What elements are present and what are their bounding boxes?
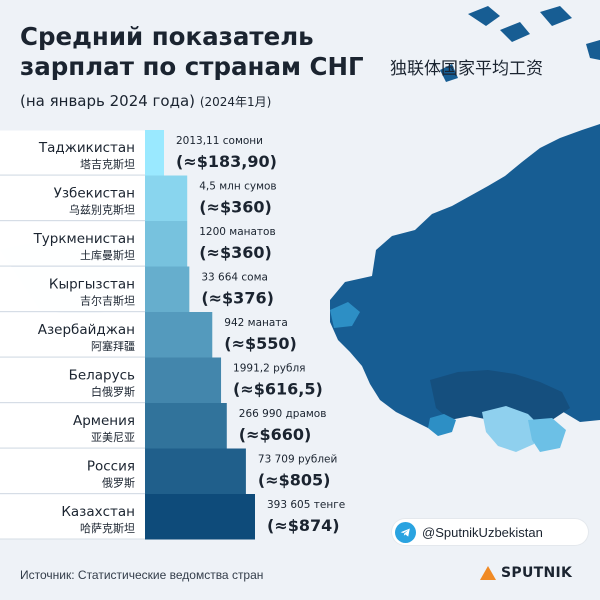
category-label-box [0, 494, 145, 539]
local-amount-label: 73 709 рублей [258, 454, 337, 466]
usd-value-label: (≈$550) [224, 334, 297, 353]
category-label-zh: 俄罗斯 [102, 477, 135, 490]
category-label: Таджикистан [38, 140, 135, 156]
category-label: Азербайджан [38, 322, 135, 338]
map-central-asia [482, 406, 540, 452]
local-amount-label: 393 605 тенге [267, 499, 345, 511]
category-label-box [0, 358, 145, 403]
map-island-4 [440, 64, 458, 82]
map-island-1 [468, 6, 500, 26]
map-island-3 [540, 6, 572, 26]
source-note: Источник: Статистические ведомства стран [20, 568, 264, 582]
map-central-asia-2 [528, 418, 566, 452]
category-label: Беларусь [69, 368, 135, 384]
category-label-zh: 乌兹别克斯坦 [69, 203, 135, 217]
category-label-box [0, 449, 145, 494]
category-label-box [0, 403, 145, 448]
bar [145, 266, 190, 312]
map-russia [330, 124, 600, 428]
map-belarus [330, 302, 360, 328]
subtitle: (на январь 2024 года) (2024年1月) [20, 92, 271, 110]
telegram-icon [395, 521, 416, 543]
bar [145, 130, 164, 176]
usd-value-label: (≈$360) [199, 243, 272, 262]
usd-value-label: (≈$360) [199, 198, 272, 217]
social-handle: @SputnikUzbekistan [422, 524, 543, 540]
category-label-box [0, 130, 145, 175]
bar [145, 357, 222, 403]
local-amount-label: 2013,11 сомони [176, 135, 263, 147]
category-label: Казахстан [61, 504, 135, 520]
usd-value-label: (≈$805) [258, 471, 331, 490]
category-label-box [0, 312, 145, 357]
map-kazakhstan [430, 370, 570, 424]
bar [145, 175, 188, 221]
bar [145, 403, 227, 449]
local-amount-label: 1991,2 рубля [233, 363, 305, 375]
category-label-zh: 塔吉克斯坦 [80, 157, 135, 171]
category-label-zh: 哈萨克斯坦 [80, 521, 135, 535]
local-amount-label: 4,5 млн сумов [199, 181, 276, 193]
title-line-1: Средний показатель [20, 22, 314, 51]
local-amount-label: 942 маната [224, 317, 288, 329]
bar [145, 448, 246, 494]
category-label-zh: 土库曼斯坦 [80, 248, 135, 262]
category-label-box [0, 221, 145, 266]
category-label-zh: 吉尔吉斯坦 [80, 294, 135, 308]
category-label-box [0, 267, 145, 312]
brand-name: SPUTNIK [501, 565, 573, 581]
title-chinese: 独联体国家平均工资 [390, 59, 543, 79]
bar [145, 312, 213, 358]
subtitle-zh: (2024年1月) [199, 95, 272, 109]
category-label: Узбекистан [54, 186, 135, 202]
local-amount-label: 33 664 сома [201, 272, 268, 284]
category-label-zh: 阿塞拜疆 [91, 339, 135, 353]
bar [145, 221, 188, 267]
category-label-zh: 白俄罗斯 [91, 385, 135, 399]
usd-value-label: (≈$616,5) [233, 380, 323, 399]
map-island-5 [586, 40, 600, 60]
category-label: Кыргызстан [49, 277, 135, 293]
usd-value-label: (≈$376) [201, 289, 274, 308]
brand-logo: SPUTNIK [480, 565, 572, 581]
telegram-link[interactable]: @SputnikUzbekistan [392, 519, 588, 545]
category-label: Россия [87, 459, 135, 475]
usd-value-label: (≈$874) [267, 516, 340, 535]
local-amount-label: 1200 манатов [199, 226, 275, 238]
usd-value-label: (≈$183,90) [176, 152, 277, 171]
sputnik-mark-icon [480, 566, 496, 580]
page-title: Средний показатель зарплат по странам СН… [20, 22, 364, 82]
title-line-2: зарплат по странам СНГ [20, 52, 364, 81]
category-label: Туркменистан [33, 231, 135, 247]
subtitle-ru: (на январь 2024 года) [20, 92, 196, 110]
category-label-box [0, 176, 145, 221]
local-amount-label: 266 990 драмов [239, 408, 327, 420]
category-label-zh: 亚美尼亚 [91, 431, 135, 444]
usd-value-label: (≈$660) [239, 425, 312, 444]
category-label: Армения [73, 413, 135, 429]
map-caucasus [428, 414, 456, 436]
bar [145, 494, 255, 540]
map-island-2 [500, 22, 530, 42]
